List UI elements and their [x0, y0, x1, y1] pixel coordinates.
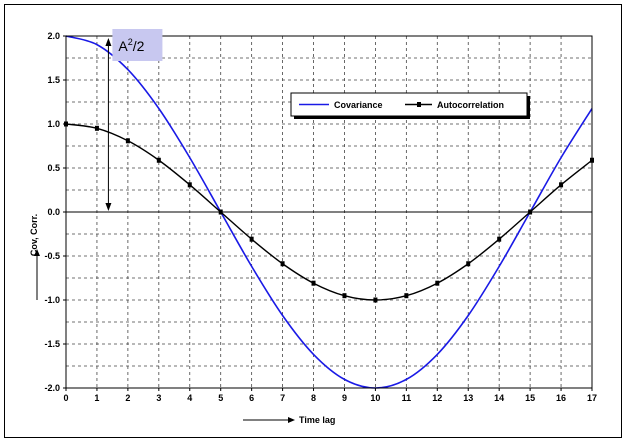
data-point-autocorrelation: [559, 182, 564, 188]
y-tick-label: 2.0: [47, 31, 60, 41]
x-tick-label: 4: [187, 393, 192, 403]
annotation-box: [112, 29, 163, 61]
x-tick-label: 3: [156, 393, 161, 403]
series-line-covariance: [65, 35, 593, 389]
x-tick-label: 14: [494, 393, 504, 403]
y-tick-label: 0.5: [47, 163, 60, 173]
legend-marker-autocorrelation: [417, 102, 421, 107]
data-point-autocorrelation: [466, 261, 471, 267]
x-tick-label: 0: [63, 393, 68, 403]
x-tick-label: 1: [94, 393, 99, 403]
data-point-autocorrelation: [311, 280, 316, 286]
x-tick-label: 8: [311, 393, 316, 403]
data-point-autocorrelation: [497, 236, 502, 242]
amplitude-annotation: A2/2: [105, 29, 163, 211]
x-axis-title: Time lag: [299, 415, 335, 425]
x-axis-title-group: Time lag: [243, 415, 335, 425]
x-tick-label: 13: [463, 393, 473, 403]
annotation-arrowhead-top: [105, 38, 112, 46]
data-point-autocorrelation: [373, 297, 378, 303]
data-point-autocorrelation: [404, 293, 409, 299]
y-axis-title: Cov, Corr.: [29, 214, 39, 256]
data-point-autocorrelation: [435, 280, 440, 286]
y-tick-label: -1.5: [44, 339, 60, 349]
x-tick-label: 12: [432, 393, 442, 403]
annotation-text-sup: 2: [128, 37, 133, 47]
annotation-text: A2/2: [118, 37, 144, 54]
data-point-autocorrelation: [187, 182, 192, 188]
x-tick-label: 16: [556, 393, 566, 403]
plot-border: [65, 35, 593, 389]
data-point-autocorrelation: [94, 125, 99, 131]
x-tick-label: 11: [402, 393, 412, 403]
annotation-text-rest: /2: [133, 38, 145, 54]
legend-label-autocorrelation: Autocorrelation: [437, 100, 504, 110]
y-tick-label: -0.5: [44, 251, 60, 261]
y-tick-label: -2.0: [44, 383, 60, 393]
y-tick-label: 1.5: [47, 75, 60, 85]
data-point-autocorrelation: [528, 209, 533, 215]
data-point-autocorrelation: [280, 261, 285, 267]
x-tick-label: 2: [125, 393, 130, 403]
y-axis-title-group: Cov, Corr.: [29, 214, 40, 300]
x-axis-ticks: 0 1 2 3 4 5 6 7 8 9 10 11 12 13 14 15 16 17: [63, 388, 597, 403]
data-point-autocorrelation: [249, 236, 254, 242]
x-axis-title-arrowhead: [288, 417, 295, 423]
y-tick-label: 1.0: [47, 119, 60, 129]
y-tick-label: -1.0: [44, 295, 60, 305]
x-tick-label: 5: [218, 393, 223, 403]
annotation-text-base: A: [118, 38, 128, 54]
x-tick-label: 10: [370, 393, 380, 403]
data-point-autocorrelation: [156, 157, 161, 163]
y-tick-label: 0.0: [47, 207, 60, 217]
data-point-autocorrelation: [342, 293, 347, 299]
series-line-autocorrelation: [65, 123, 593, 301]
x-tick-label: 15: [525, 393, 535, 403]
x-tick-label: 9: [342, 393, 347, 403]
y-axis-title-arrowhead: [34, 249, 40, 256]
x-tick-label: 17: [587, 393, 597, 403]
legend: Covariance Autocorrelation: [290, 92, 530, 119]
x-tick-label: 7: [280, 393, 285, 403]
x-tick-label: 6: [249, 393, 254, 403]
data-point-autocorrelation: [125, 138, 130, 144]
data-point-autocorrelation: [218, 209, 223, 215]
legend-label-covariance: Covariance: [334, 100, 383, 110]
annotation-arrowhead-bottom: [105, 203, 112, 211]
y-axis-ticks: 2.0 1.5 1.0 0.5 0.0 -0.5 -1.0 -1.5 -2.0: [44, 31, 66, 393]
